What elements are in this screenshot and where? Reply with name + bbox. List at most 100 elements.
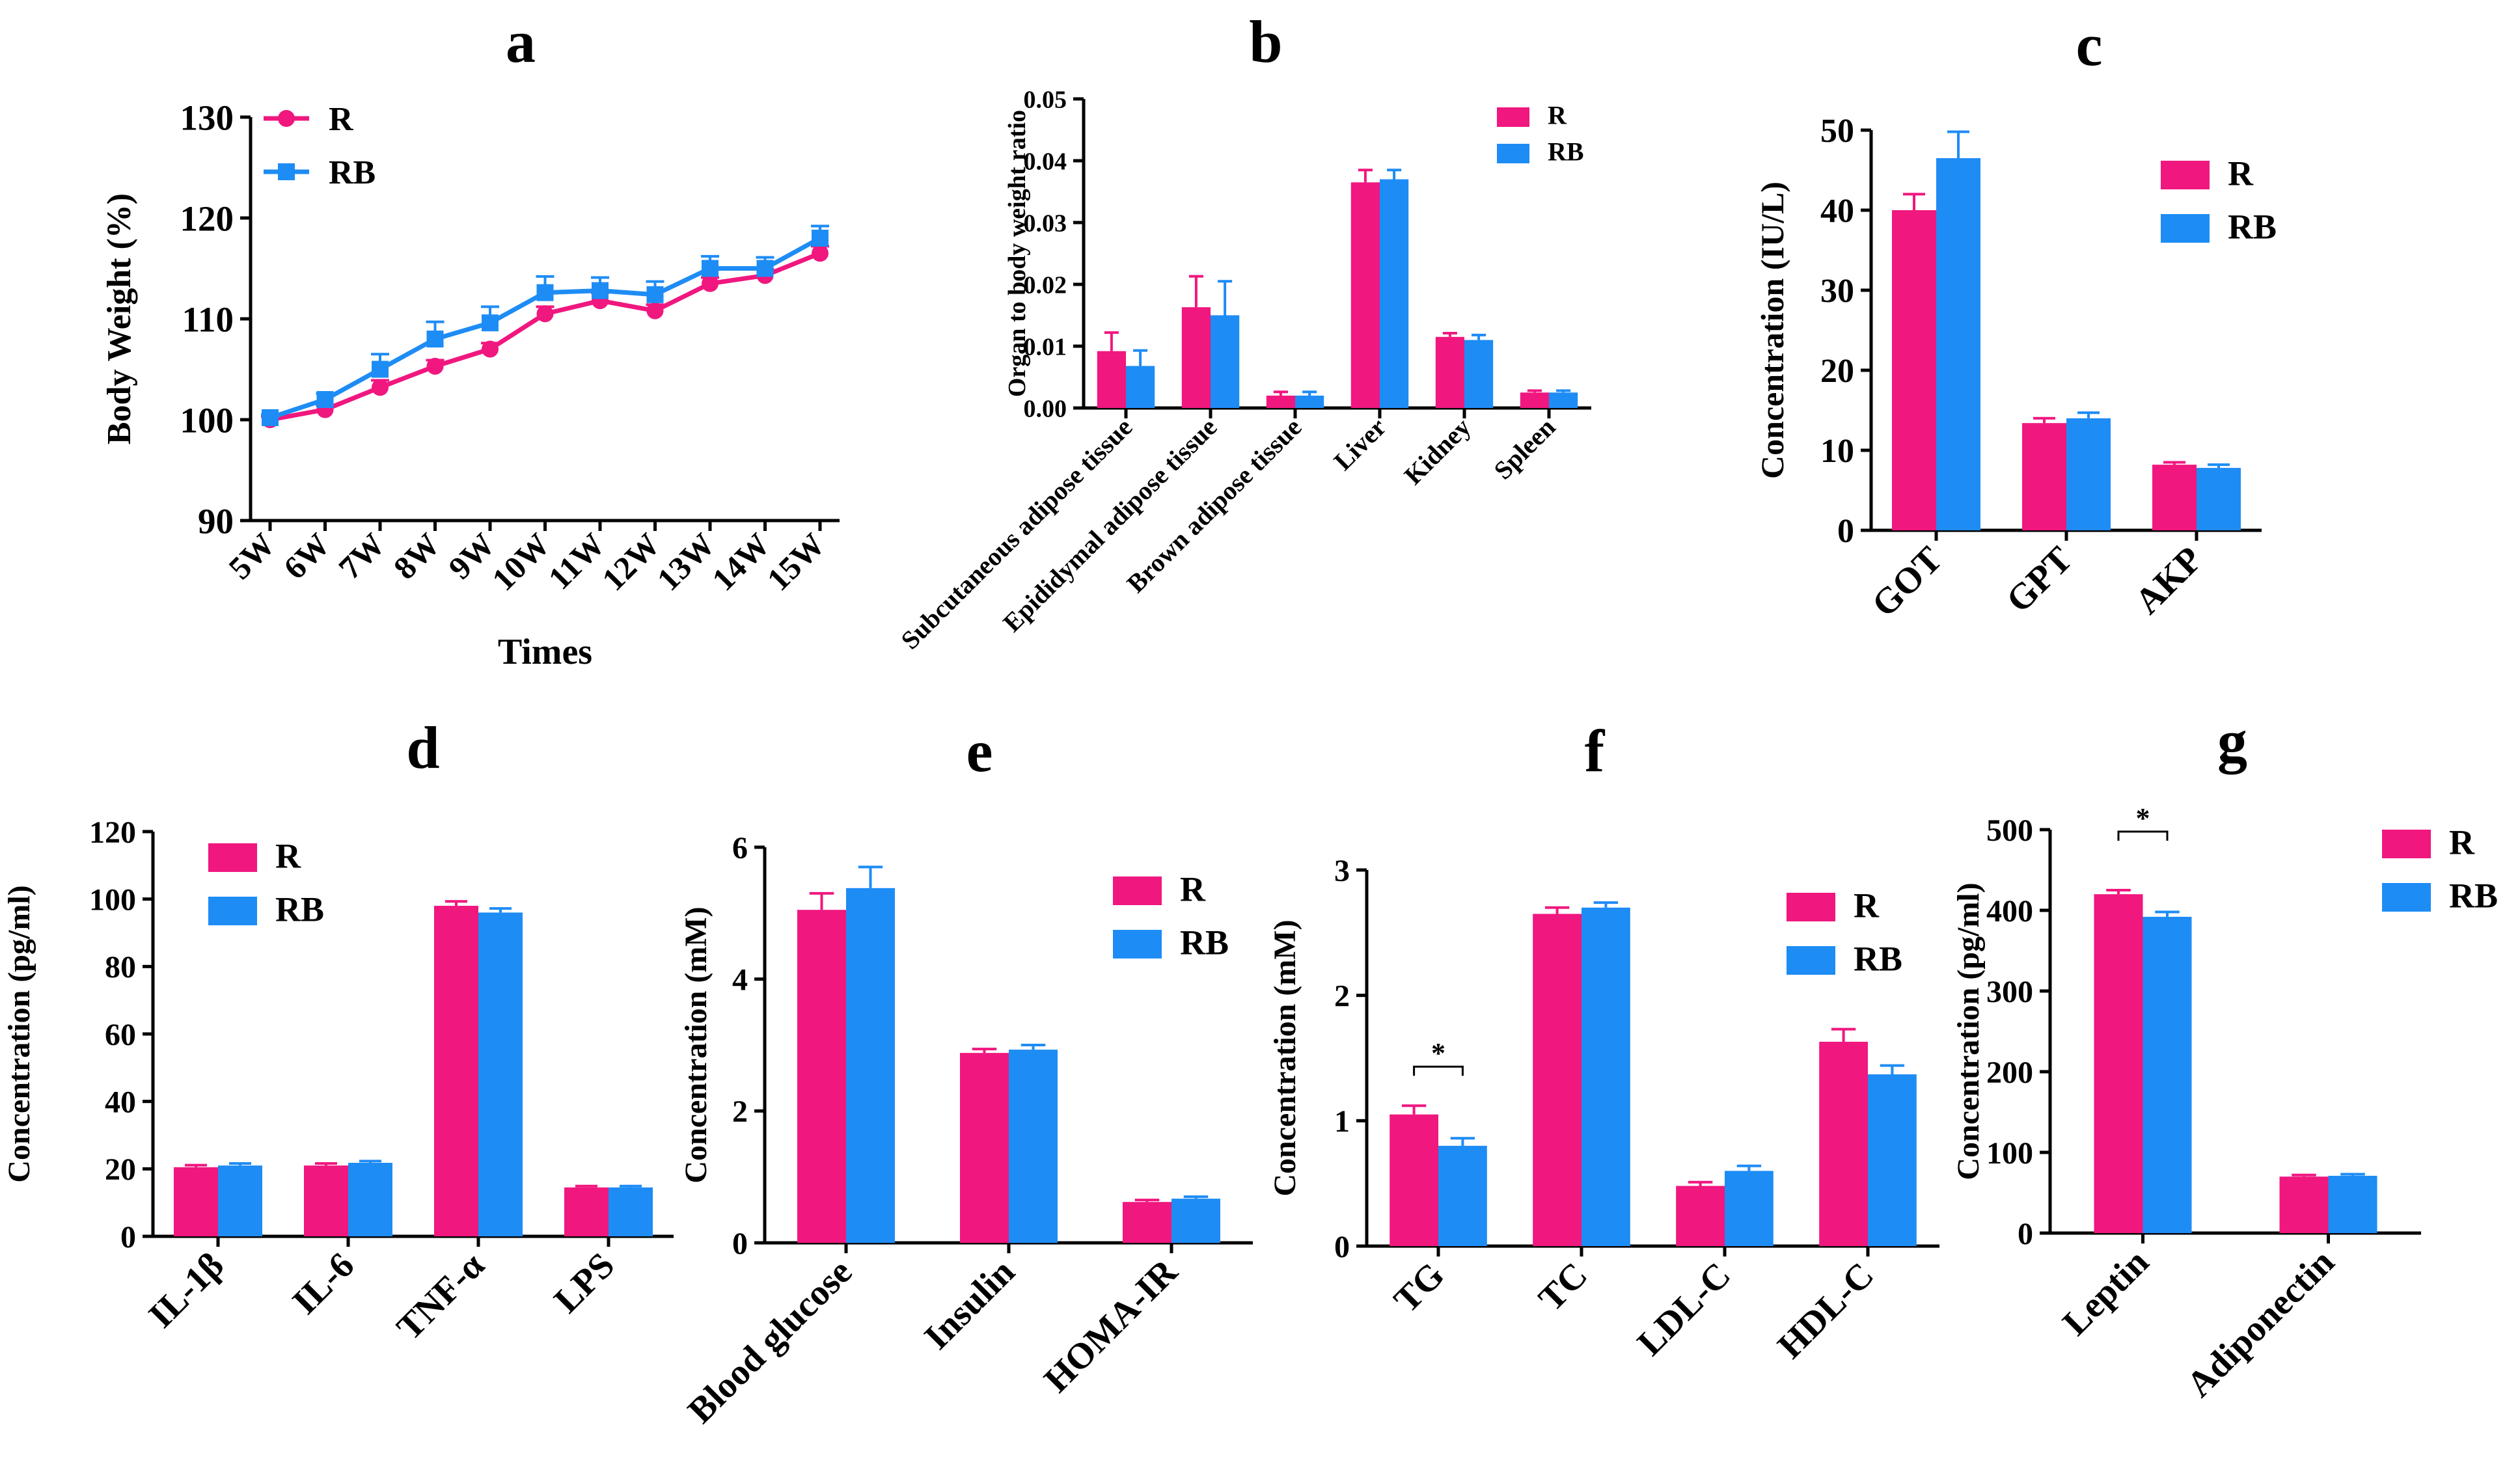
y-axis-label: Body Weight (%): [101, 193, 138, 444]
y-tick-label: 400: [1986, 894, 2033, 929]
bar-R: [1533, 914, 1582, 1246]
y-tick-label: 60: [105, 1018, 136, 1052]
bar-R: [1350, 182, 1380, 408]
y-tick-label: 90: [198, 501, 234, 541]
x-tick-label: 14W: [705, 526, 776, 597]
x-tick-label: IL-1β: [141, 1245, 232, 1336]
panel-label: f: [1585, 718, 1606, 784]
data-point: [482, 340, 499, 358]
y-tick-label: 2: [732, 1094, 748, 1129]
data-point: [316, 391, 334, 408]
legend-label: R: [2449, 822, 2475, 862]
y-tick-label: 0: [120, 1220, 136, 1255]
y-tick-label: 40: [1820, 193, 1854, 230]
x-tick-label: 15W: [760, 526, 831, 597]
panel-label: b: [1249, 8, 1282, 75]
legend-label: RB: [275, 890, 324, 929]
x-tick-label: Adiponectin: [2179, 1242, 2342, 1405]
legend-swatch: [1497, 107, 1529, 127]
y-tick-label: 130: [180, 98, 234, 137]
data-point: [372, 379, 389, 396]
x-tick-label: LPS: [547, 1245, 622, 1320]
legend-swatch: [2382, 830, 2431, 858]
y-tick-label: 100: [1986, 1136, 2033, 1171]
bar-RB: [609, 1187, 653, 1236]
bar-R: [2022, 423, 2066, 530]
y-tick-label: 0: [1334, 1230, 1350, 1264]
bar-RB: [1549, 392, 1578, 408]
x-tick-label: 10W: [485, 526, 556, 597]
y-tick-label: 4: [732, 962, 748, 997]
legend-label: RB: [1548, 137, 1584, 167]
data-point: [536, 305, 554, 323]
bar-RB: [478, 912, 523, 1236]
data-point: [812, 230, 829, 247]
data-point: [426, 331, 444, 347]
bar-R: [1181, 307, 1211, 408]
data-point: [646, 286, 664, 303]
x-tick-label: HOMA-IR: [1037, 1251, 1186, 1400]
bar-R: [1097, 351, 1126, 408]
chart-panel-d: d 0 20 40 60 80 100 120 Concentration (pg/ml) IL-…: [2, 714, 674, 1348]
y-tick-label: 0.03: [1024, 210, 1067, 237]
y-tick-label: 0: [1837, 513, 1854, 550]
bar-RB: [1171, 1199, 1220, 1243]
chart-panel-e: e 0 2 4 6 Concentration (mM) Blood glucose Insu…: [679, 718, 1253, 1431]
x-tick-label: 13W: [650, 526, 721, 597]
y-tick-label: 100: [89, 882, 136, 917]
y-axis-label: Concentration (mM): [1268, 919, 1302, 1196]
y-tick-label: 80: [105, 950, 136, 985]
y-tick-label: 40: [105, 1085, 136, 1119]
bar-R: [1435, 336, 1464, 408]
panel-label: g: [2217, 708, 2247, 774]
data-point: [702, 275, 719, 292]
y-tick-label: 1: [1334, 1104, 1350, 1139]
bar-RB: [1936, 158, 1980, 531]
bar-R: [1892, 210, 1936, 530]
legend-label: R: [275, 836, 301, 875]
y-axis-label: Concentration (mM): [679, 906, 713, 1183]
y-tick-label: 0: [2018, 1217, 2033, 1251]
bar-R: [174, 1167, 218, 1236]
y-tick-label: 6: [732, 831, 748, 865]
legend-swatch: [1113, 876, 1162, 905]
x-axis-label: Times: [498, 632, 592, 672]
y-tick-label: 0.00: [1024, 395, 1067, 422]
x-tick-label: LDL-C: [1630, 1255, 1738, 1363]
x-tick-label: Spleen: [1488, 413, 1561, 485]
bar-R: [1266, 396, 1295, 408]
x-tick-label: Blood glucose: [680, 1251, 860, 1431]
significance-star: *: [2136, 802, 2150, 834]
x-tick-label: 7W: [331, 526, 392, 586]
y-tick-label: 10: [1820, 433, 1854, 470]
y-tick-label: 110: [182, 299, 234, 339]
x-tick-label: HDL-C: [1770, 1255, 1882, 1366]
data-point: [482, 314, 499, 332]
y-tick-label: 120: [89, 815, 136, 850]
bar-R: [1520, 392, 1549, 408]
legend-label: RB: [2449, 876, 2498, 915]
panel-label: a: [506, 8, 536, 75]
legend-swatch: [1497, 144, 1529, 163]
y-tick-label: 20: [1820, 353, 1854, 390]
bar-RB: [348, 1163, 392, 1236]
y-tick-label: 50: [1820, 113, 1854, 150]
x-tick-label: Leptin: [2055, 1242, 2157, 1343]
x-tick-label: TNF-α: [389, 1245, 492, 1348]
y-tick-label: 30: [1820, 273, 1854, 310]
y-tick-label: 0.02: [1024, 271, 1067, 299]
data-point: [592, 282, 609, 299]
y-axis-label: Concentration (IU/L): [1754, 182, 1790, 479]
y-axis-label: Concentration (pg/ml): [1951, 882, 1986, 1180]
legend-label: R: [2228, 154, 2254, 193]
data-point: [812, 245, 829, 262]
legend-swatch: [1787, 946, 1835, 975]
y-tick-label: 3: [1334, 854, 1350, 888]
legend-swatch: [1113, 930, 1162, 958]
bar-RB: [1725, 1171, 1774, 1246]
panel-label: c: [2076, 12, 2103, 78]
bar-R: [1676, 1186, 1725, 1246]
legend-marker: [278, 163, 295, 180]
y-tick-label: 20: [105, 1152, 136, 1187]
